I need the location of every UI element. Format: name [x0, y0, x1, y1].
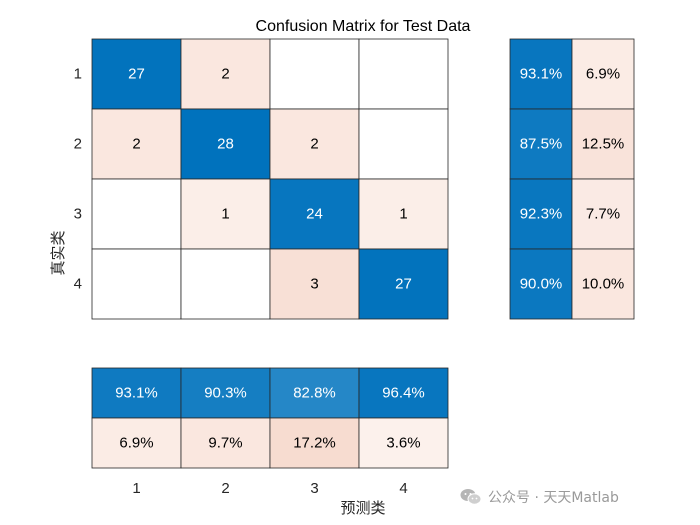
row-summary-value: 90.0% — [520, 276, 563, 293]
row-summary-cell — [571, 38, 635, 110]
column-summary-cell — [91, 417, 182, 469]
matrix-cell — [358, 178, 449, 250]
row-summary-cell — [509, 108, 573, 180]
column-summary-cell — [358, 417, 449, 469]
matrix-cell-value: 24 — [306, 206, 323, 223]
matrix-cell — [91, 38, 182, 110]
column-summary-cell — [269, 417, 360, 469]
matrix-cell-value: 2 — [132, 136, 140, 153]
matrix-cell-value: 28 — [217, 136, 234, 153]
x-tick-label: 3 — [310, 480, 318, 497]
matrix-cell — [180, 178, 271, 250]
matrix-cell — [91, 178, 182, 250]
row-summary-value: 6.9% — [586, 66, 620, 83]
column-summary-cell — [180, 367, 271, 419]
wechat-icon — [460, 489, 482, 505]
row-summary-cell — [571, 248, 635, 320]
matrix-cell-value: 3 — [310, 276, 318, 293]
column-summary-value: 82.8% — [293, 385, 336, 402]
column-summary-value: 6.9% — [119, 435, 153, 452]
column-summary-cell — [269, 367, 360, 419]
matrix-cell-value: 2 — [310, 136, 318, 153]
matrix-cell — [358, 38, 449, 110]
tick-labels: 1 2 3 4 1 2 3 4 — [74, 66, 408, 498]
chart-title: Confusion Matrix for Test Data — [256, 18, 471, 35]
matrix-cell-value: 1 — [399, 206, 407, 223]
confusion-matrix: 27 2 2 28 2 1 24 1 3 27 — [91, 38, 449, 320]
matrix-cell — [91, 108, 182, 180]
matrix-cell-value: 2 — [221, 66, 229, 83]
matrix-cell-value: 1 — [221, 206, 229, 223]
matrix-cell — [180, 38, 271, 110]
column-summary-value: 3.6% — [386, 435, 420, 452]
row-summary-cell — [571, 108, 635, 180]
column-summary-value: 93.1% — [115, 385, 158, 402]
matrix-cell — [269, 248, 360, 320]
watermark: 公众号 · 天天Matlab — [460, 487, 619, 507]
x-tick-label: 4 — [399, 480, 407, 497]
row-summary-value: 92.3% — [520, 206, 563, 223]
y-tick-label: 1 — [74, 66, 82, 83]
x-axis-label: 预测类 — [340, 499, 385, 517]
watermark-text: 公众号 · 天天Matlab — [488, 490, 619, 506]
row-summary-value: 93.1% — [520, 66, 563, 83]
row-summary-value: 7.7% — [586, 206, 620, 223]
column-summary-value: 17.2% — [293, 435, 336, 452]
y-tick-label: 4 — [74, 276, 82, 293]
row-summary-value: 12.5% — [582, 136, 625, 153]
matrix-cell — [269, 38, 360, 110]
matrix-cell — [180, 248, 271, 320]
column-summary-cell — [91, 367, 182, 419]
matrix-cell — [91, 248, 182, 320]
column-summary: 93.1% 90.3% 82.8% 96.4% 6.9% 9.7% 17.2% 3.6% — [91, 367, 449, 469]
matrix-cell-value: 27 — [395, 276, 412, 293]
column-summary-cell — [358, 367, 449, 419]
matrix-cell — [358, 108, 449, 180]
row-summary-value: 87.5% — [520, 136, 563, 153]
column-summary-value: 90.3% — [204, 385, 247, 402]
row-summary: 93.1% 6.9% 87.5% 12.5% 92.3% 7.7% 90.0% 10.0% — [509, 38, 635, 320]
row-summary-value: 10.0% — [582, 276, 625, 293]
column-summary-value: 9.7% — [208, 435, 242, 452]
row-summary-cell — [509, 248, 573, 320]
matrix-cell — [358, 248, 449, 320]
row-summary-cell — [571, 178, 635, 250]
column-summary-value: 96.4% — [382, 385, 425, 402]
y-axis-label: 真实类 — [49, 230, 67, 275]
x-tick-label: 2 — [221, 480, 229, 497]
matrix-cell — [180, 108, 271, 180]
x-tick-label: 1 — [132, 480, 140, 497]
y-tick-label: 2 — [74, 136, 82, 153]
matrix-cell-value: 27 — [128, 66, 145, 83]
y-tick-label: 3 — [74, 206, 82, 223]
matrix-cell — [269, 108, 360, 180]
